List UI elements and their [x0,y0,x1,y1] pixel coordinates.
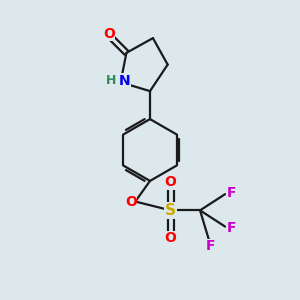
Text: N: N [118,74,130,88]
Text: F: F [206,239,215,253]
Text: O: O [165,176,176,189]
Text: O: O [165,231,176,245]
Text: O: O [125,194,137,208]
Text: S: S [165,203,176,218]
Text: F: F [227,186,236,200]
Text: H: H [106,74,116,87]
Text: O: O [103,27,115,41]
Text: F: F [227,221,236,235]
